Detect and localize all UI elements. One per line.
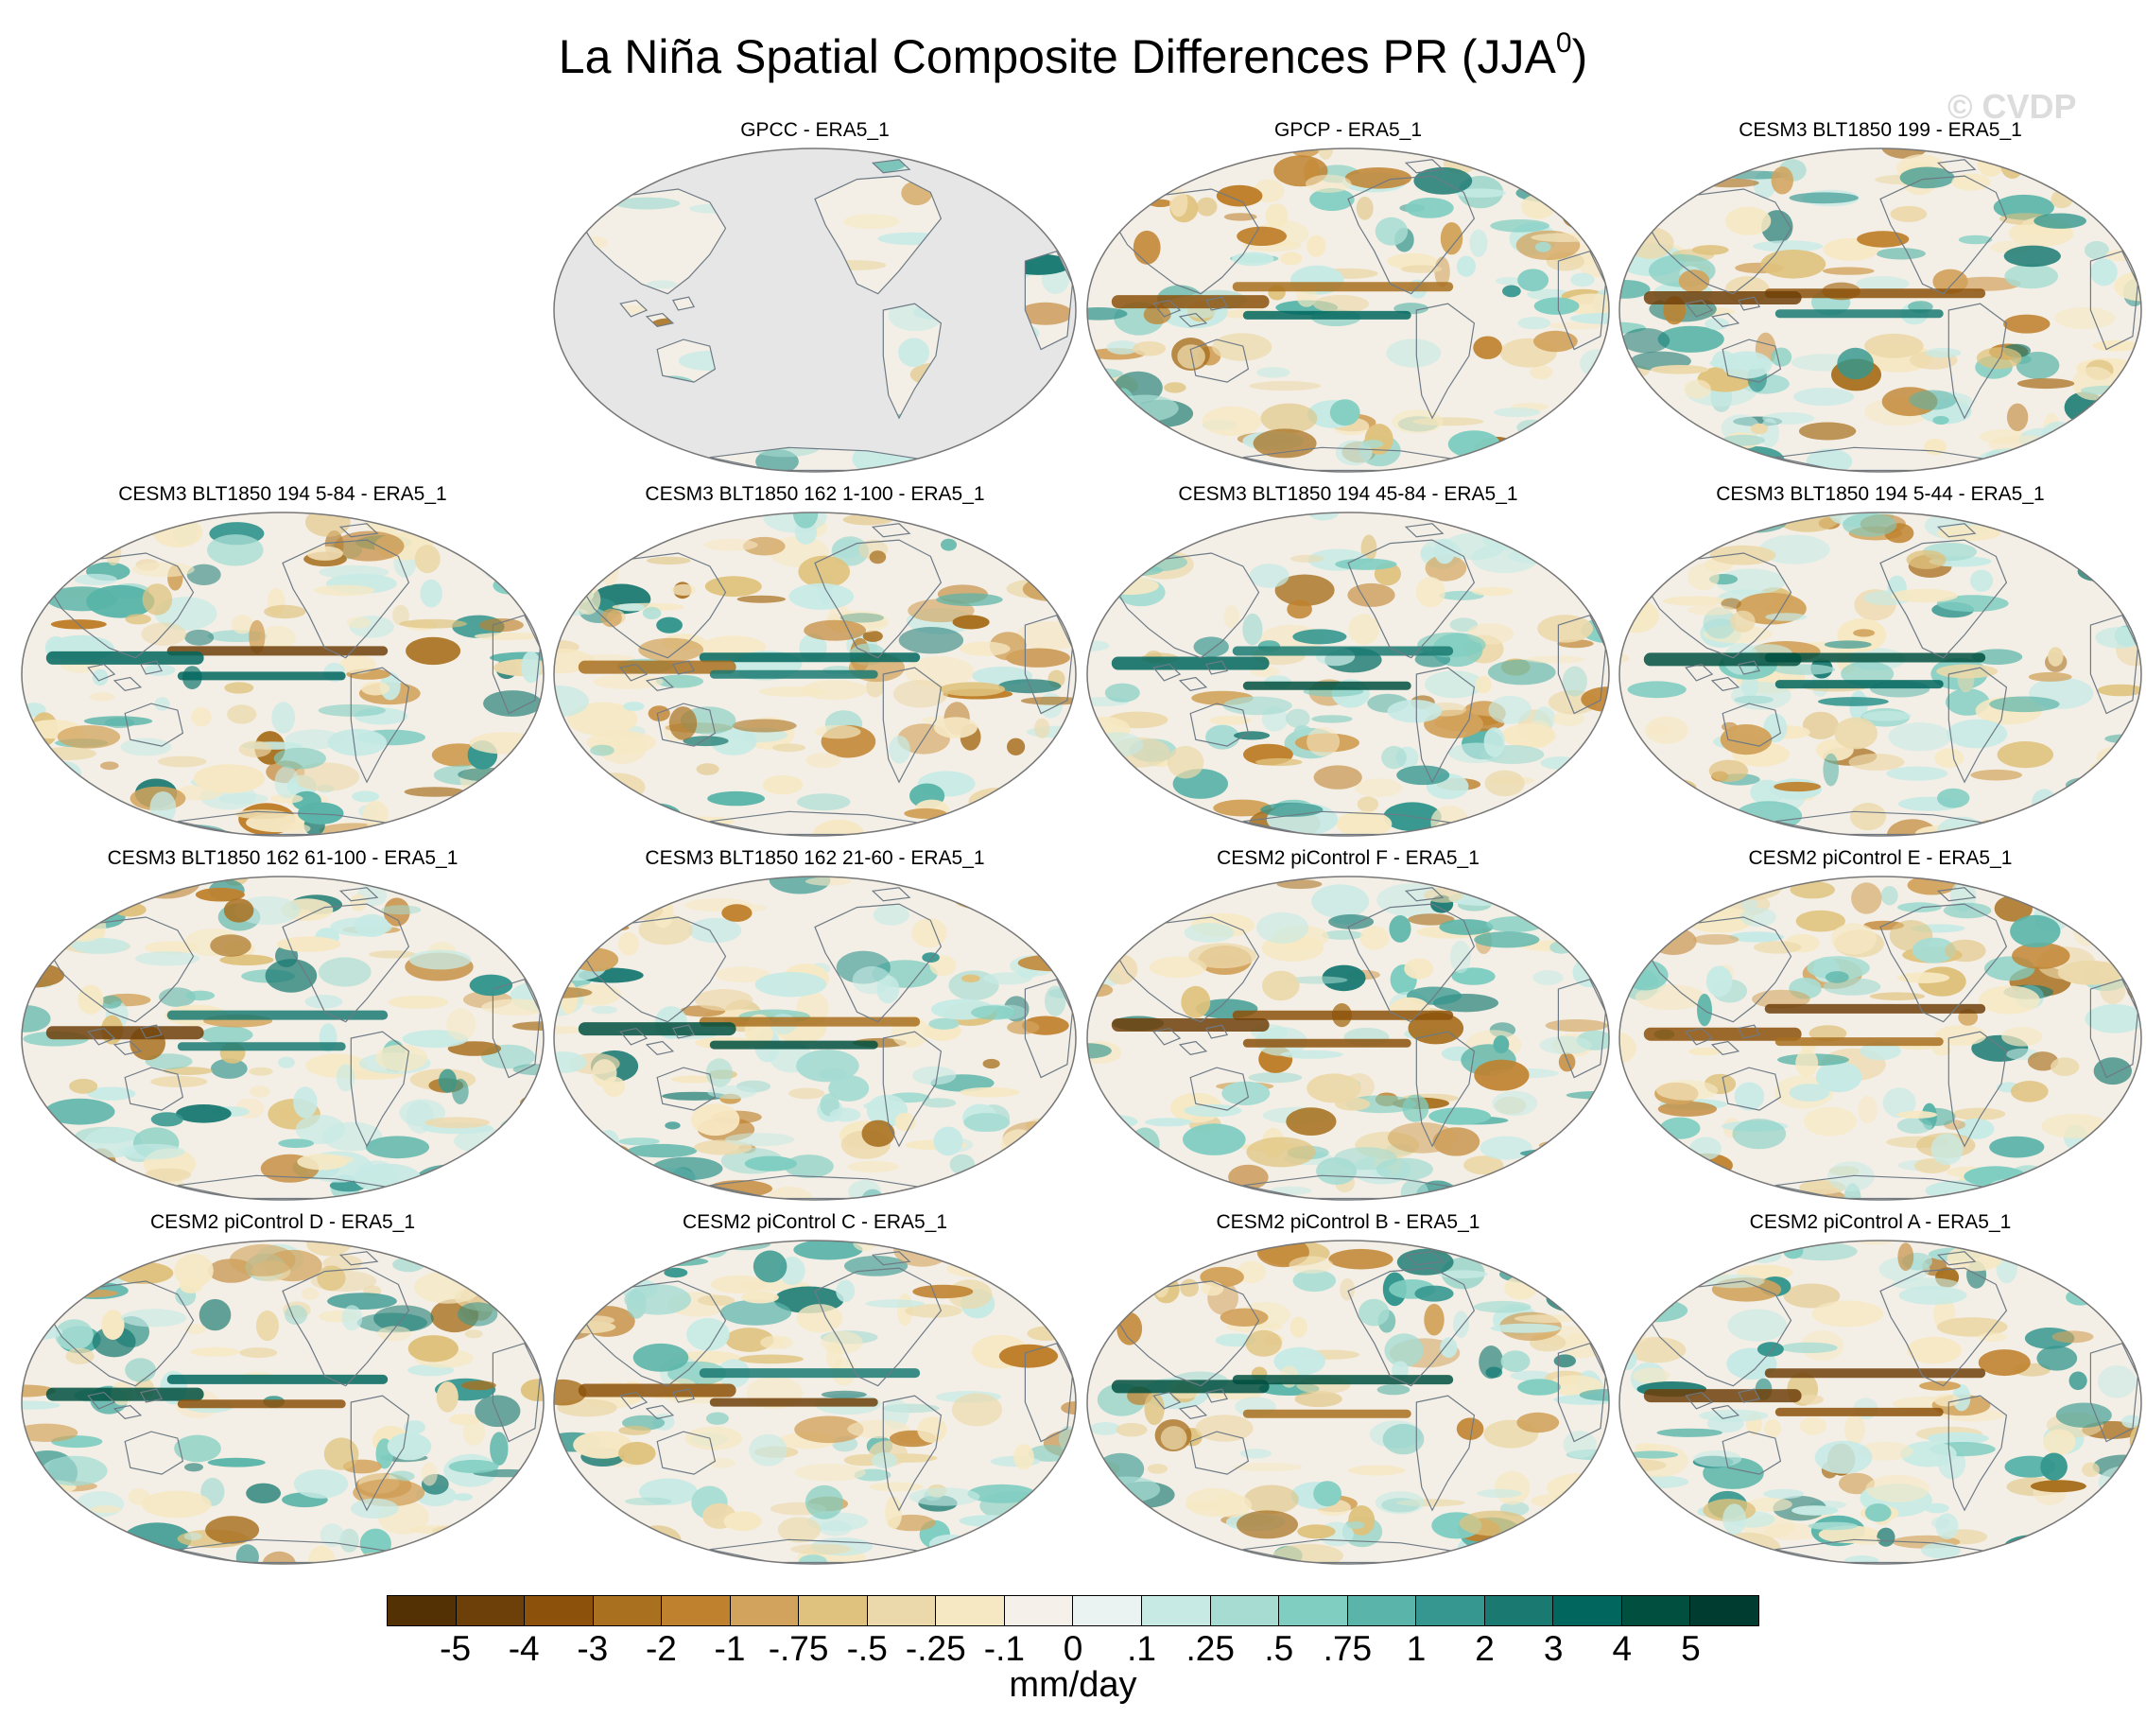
precip-difference-map — [1618, 1240, 2142, 1565]
precip-difference-map — [1086, 876, 1610, 1201]
precip-difference-map — [1086, 512, 1610, 837]
colorbar-box — [1553, 1596, 1622, 1625]
colorbar-box — [1279, 1596, 1348, 1625]
panel-title: CESM2 piControl D - ERA5_1 — [149, 1211, 416, 1233]
colorbar-box — [1210, 1596, 1280, 1625]
colorbar-tick: .25 — [1185, 1629, 1235, 1668]
colorbar-box — [1073, 1596, 1143, 1625]
colorbar-tick: -.75 — [768, 1629, 829, 1668]
panel-title: CESM3 BLT1850 194 5-84 - ERA5_1 — [118, 483, 447, 505]
precip-difference-map — [1618, 876, 2142, 1201]
colorbar-box — [799, 1596, 868, 1625]
panel-title: CESM3 BLT1850 162 61-100 - ERA5_1 — [107, 847, 459, 869]
colorbar-box — [1004, 1596, 1074, 1625]
panel-title: CESM3 BLT1850 162 21-60 - ERA5_1 — [645, 847, 985, 869]
colorbar-box — [1484, 1596, 1554, 1625]
colorbar-tick: 5 — [1681, 1629, 1701, 1668]
colorbar-tick: -.25 — [905, 1629, 966, 1668]
colorbar-box — [936, 1596, 1005, 1625]
map-panel: CESM3 BLT1850 194 5-44 - ERA5_1 — [1615, 482, 2146, 846]
precip-difference-map — [21, 512, 545, 837]
map-panel: CESM2 piControl A - ERA5_1 — [1615, 1210, 2146, 1574]
colorbar-box — [730, 1596, 800, 1625]
colorbar-units: mm/day — [1009, 1665, 1137, 1705]
colorbar-box — [662, 1596, 731, 1625]
map-panel: CESM2 piControl D - ERA5_1 — [17, 1210, 548, 1574]
panel-title: CESM2 piControl B - ERA5_1 — [1216, 1211, 1480, 1233]
precip-difference-map — [1086, 1240, 1610, 1565]
figure-title: La Niña Spatial Composite Differences PR… — [558, 27, 1588, 84]
colorbar-tick: -.1 — [983, 1629, 1025, 1668]
colorbar-tick: 1 — [1406, 1629, 1427, 1668]
precip-difference-map — [1618, 512, 2142, 837]
panel-title: CESM2 piControl F - ERA5_1 — [1217, 847, 1480, 869]
colorbar-tick: 3 — [1543, 1629, 1564, 1668]
colorbar-tick: .1 — [1127, 1629, 1157, 1668]
colorbar-tick: -1 — [714, 1629, 746, 1668]
precip-difference-map — [1618, 148, 2142, 473]
panel-title: GPCP - ERA5_1 — [1273, 119, 1422, 141]
colorbar-box — [388, 1596, 457, 1625]
map-panel: CESM3 BLT1850 162 61-100 - ERA5_1 — [17, 846, 548, 1210]
precip-difference-map — [553, 1240, 1077, 1565]
colorbar-box — [1621, 1596, 1691, 1625]
map-panel: CESM2 piControl F - ERA5_1 — [1082, 846, 1614, 1210]
panel-title: CESM2 piControl E - ERA5_1 — [1748, 847, 2013, 869]
map-panel: CESM3 BLT1850 162 1-100 - ERA5_1 — [549, 482, 1081, 846]
colorbar-box — [593, 1596, 663, 1625]
colorbar-box — [456, 1596, 526, 1625]
colorbar-box — [525, 1596, 594, 1625]
colorbar-tick: -5 — [440, 1629, 472, 1668]
panel-title: CESM3 BLT1850 194 45-84 - ERA5_1 — [1178, 483, 1518, 505]
colorbar-tick: -3 — [577, 1629, 609, 1668]
map-panel: CESM2 piControl B - ERA5_1 — [1082, 1210, 1614, 1574]
precip-difference-map — [21, 1240, 545, 1565]
map-panel: GPCC - ERA5_1 — [549, 118, 1081, 482]
cvdp-watermark: © CVDP — [1947, 87, 2077, 126]
panel-title: CESM3 BLT1850 162 1-100 - ERA5_1 — [645, 483, 985, 505]
panel-title: CESM2 piControl C - ERA5_1 — [682, 1211, 948, 1233]
colorbar-tick: .75 — [1323, 1629, 1373, 1668]
panel-title: GPCC - ERA5_1 — [740, 119, 890, 141]
colorbar-box — [1416, 1596, 1485, 1625]
precip-difference-map — [553, 512, 1077, 837]
colorbar-box — [1690, 1596, 1758, 1625]
colorbar-tick: 4 — [1612, 1629, 1633, 1668]
map-panel: CESM2 piControl E - ERA5_1 — [1615, 846, 2146, 1210]
colorbar-tick: .5 — [1264, 1629, 1294, 1668]
map-panel: GPCP - ERA5_1 — [1082, 118, 1614, 482]
colorbar-tick: -.5 — [846, 1629, 888, 1668]
colorbar-tick: 0 — [1063, 1629, 1083, 1668]
colorbar — [387, 1595, 1759, 1626]
precip-difference-map — [553, 876, 1077, 1201]
map-panel: CESM3 BLT1850 194 45-84 - ERA5_1 — [1082, 482, 1614, 846]
map-panel: CESM3 BLT1850 194 5-84 - ERA5_1 — [17, 482, 548, 846]
colorbar-box — [1142, 1596, 1211, 1625]
precip-difference-map — [1086, 148, 1610, 473]
map-panel: CESM3 BLT1850 162 21-60 - ERA5_1 — [549, 846, 1081, 1210]
panel-title: CESM3 BLT1850 194 5-44 - ERA5_1 — [1716, 483, 2045, 505]
panel-title: CESM3 BLT1850 199 - ERA5_1 — [1739, 119, 2022, 141]
colorbar-box — [867, 1596, 937, 1625]
colorbar-box — [1347, 1596, 1417, 1625]
colorbar-tick: -2 — [645, 1629, 677, 1668]
precip-difference-map — [21, 876, 545, 1201]
colorbar-tick: -4 — [508, 1629, 540, 1668]
map-panel: CESM2 piControl C - ERA5_1 — [549, 1210, 1081, 1574]
colorbar-tick: 2 — [1475, 1629, 1495, 1668]
map-panel: CESM3 BLT1850 199 - ERA5_1 — [1615, 118, 2146, 482]
panel-title: CESM2 piControl A - ERA5_1 — [1749, 1211, 2012, 1233]
precip-difference-map — [553, 148, 1077, 473]
